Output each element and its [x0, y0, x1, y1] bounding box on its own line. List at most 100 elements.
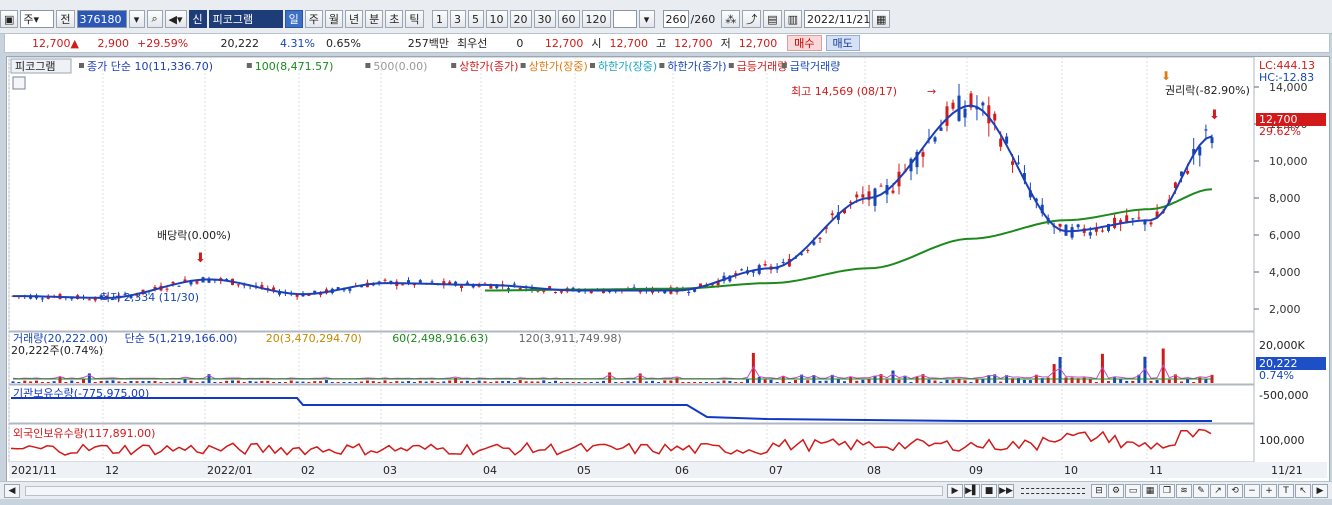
market-button[interactable]: 전	[56, 10, 75, 28]
horizontal-scrollbar[interactable]	[25, 485, 943, 496]
interval-20[interactable]: 20	[509, 10, 532, 28]
volume-bar	[1119, 378, 1123, 383]
market-select[interactable]: 주 ▾	[20, 10, 55, 28]
up-arrow-icon: ▲	[70, 36, 79, 50]
unit-tick[interactable]: 틱	[405, 10, 424, 28]
interval-1[interactable]: 1	[431, 10, 448, 28]
fast-forward-icon[interactable]: ▶▶	[998, 483, 1014, 498]
panel-grid-icon[interactable]	[12, 76, 26, 90]
text-tool-icon[interactable]: T	[1278, 483, 1294, 498]
trend-icon[interactable]: ↗	[1210, 483, 1226, 498]
volume-legend-item: 20(3,470,294.70)	[266, 332, 362, 345]
count-input[interactable]: 260	[662, 10, 689, 28]
program-tab[interactable]	[10, 58, 72, 74]
volume-bar	[76, 382, 80, 383]
scroll-right-icon[interactable]: ▶	[1312, 483, 1328, 498]
program-name[interactable]: 피코그램	[208, 10, 283, 28]
interval-120[interactable]: 120	[581, 10, 611, 28]
layout-tool-icon[interactable]: ▦	[1142, 483, 1158, 498]
save-icon[interactable]: ▤	[763, 10, 782, 28]
unit-minute[interactable]: 분	[365, 10, 384, 28]
volume-bar	[70, 380, 74, 383]
current-price-tag	[1256, 113, 1326, 126]
unit-second[interactable]: 초	[385, 10, 404, 28]
candle-body	[171, 281, 175, 284]
rect-tool-icon[interactable]: ▭	[1125, 483, 1141, 498]
legend-item: 500(0.00)	[373, 60, 427, 73]
volume-current-tag	[1256, 357, 1326, 370]
chart-type-icon[interactable]: ⤴	[742, 10, 762, 28]
ma10-line	[13, 104, 1213, 299]
copy-icon[interactable]: ❐	[1159, 483, 1175, 498]
volume-bar	[1192, 382, 1196, 383]
quote-open: 12,700	[609, 36, 649, 50]
volume-bar	[141, 381, 145, 383]
volume-bar	[548, 382, 552, 383]
legend-item: 종가 단순 10(11,336.70)	[87, 60, 213, 73]
volume-bar	[1155, 380, 1159, 383]
interval-3[interactable]: 3	[449, 10, 466, 28]
volume-bar	[35, 380, 38, 383]
search-icon[interactable]: ⌕	[146, 10, 163, 28]
inst-tick: -500,000	[1259, 389, 1308, 402]
ma100-line	[485, 188, 1213, 292]
legend-marker	[246, 63, 252, 68]
reset-icon[interactable]: ⟲	[1227, 483, 1243, 498]
x-tick: 06	[675, 464, 689, 477]
pointer-icon[interactable]: ↖	[1295, 483, 1311, 498]
volume-bar	[775, 382, 779, 383]
grid-icon[interactable]: ⁂	[721, 10, 741, 28]
forward-icon[interactable]: ▶▌	[964, 483, 980, 498]
volume-bar	[1100, 353, 1104, 383]
drawing-icon[interactable]: ✎	[1193, 483, 1209, 498]
date-input[interactable]: 2022/11/21	[804, 10, 870, 28]
x-axis: 2021/11 12 2022/01 02 03 04 05 06 07 08 09 10 11 11/2…	[11, 464, 1303, 477]
volume-bar	[722, 380, 726, 383]
lock-icon[interactable]: ▥	[783, 10, 803, 28]
play-icon[interactable]: ▶	[947, 483, 963, 498]
candle-body	[915, 151, 919, 168]
layout-icon[interactable]: ▣	[0, 10, 19, 28]
plus-icon[interactable]: +	[1261, 483, 1277, 498]
interval-10[interactable]: 10	[485, 10, 508, 28]
period-year[interactable]: 년	[345, 10, 364, 28]
chart-area[interactable]: 피코그램 종가 단순 10(11,336.70) 100(8,471.57) 500…	[6, 56, 1330, 496]
settings-icon[interactable]: ⚙	[1108, 483, 1124, 498]
legend-marker	[659, 63, 665, 68]
zoom-slider[interactable]	[1021, 487, 1085, 494]
interval-30[interactable]: 30	[533, 10, 556, 28]
dropdown-icon[interactable]: ▾	[128, 10, 145, 28]
stop-icon[interactable]: ■	[981, 483, 997, 498]
price-panel	[8, 56, 1255, 332]
sell-button[interactable]: 매도	[825, 35, 860, 51]
buy-button[interactable]: 매수	[787, 35, 822, 51]
interval-dropdown-icon[interactable]: ▾	[638, 10, 655, 28]
volume-bar	[23, 380, 27, 383]
volume-bar	[336, 382, 340, 383]
candle-body	[507, 288, 510, 290]
volume-bar	[278, 382, 281, 383]
volume-bar	[147, 380, 151, 383]
market-select-value: 주	[23, 13, 34, 26]
volume-bar	[177, 381, 181, 383]
candle-body	[945, 106, 949, 126]
interval-5[interactable]: 5	[467, 10, 484, 28]
interval-custom[interactable]	[612, 10, 637, 28]
interval-60[interactable]: 60	[557, 10, 580, 28]
volume-bar	[740, 382, 744, 383]
code-input[interactable]: 376180	[76, 10, 127, 28]
fibo-icon[interactable]: ≋	[1176, 483, 1192, 498]
speaker-icon[interactable]: ◀▾	[164, 10, 187, 28]
volume-bar	[260, 381, 264, 383]
period-month[interactable]: 월	[324, 10, 344, 28]
minus-icon[interactable]: −	[1244, 483, 1260, 498]
price-tick: 8,000	[1269, 192, 1301, 205]
calendar-icon[interactable]: ▦	[872, 10, 891, 28]
period-day[interactable]: 일	[284, 10, 303, 28]
volume-bar	[64, 382, 68, 383]
candle-body	[418, 280, 422, 283]
scroll-left-icon[interactable]: ◀	[4, 483, 20, 498]
period-week[interactable]: 주	[304, 10, 323, 28]
zoom-icon[interactable]: ⊟	[1091, 483, 1107, 498]
volume-bar	[354, 382, 358, 383]
